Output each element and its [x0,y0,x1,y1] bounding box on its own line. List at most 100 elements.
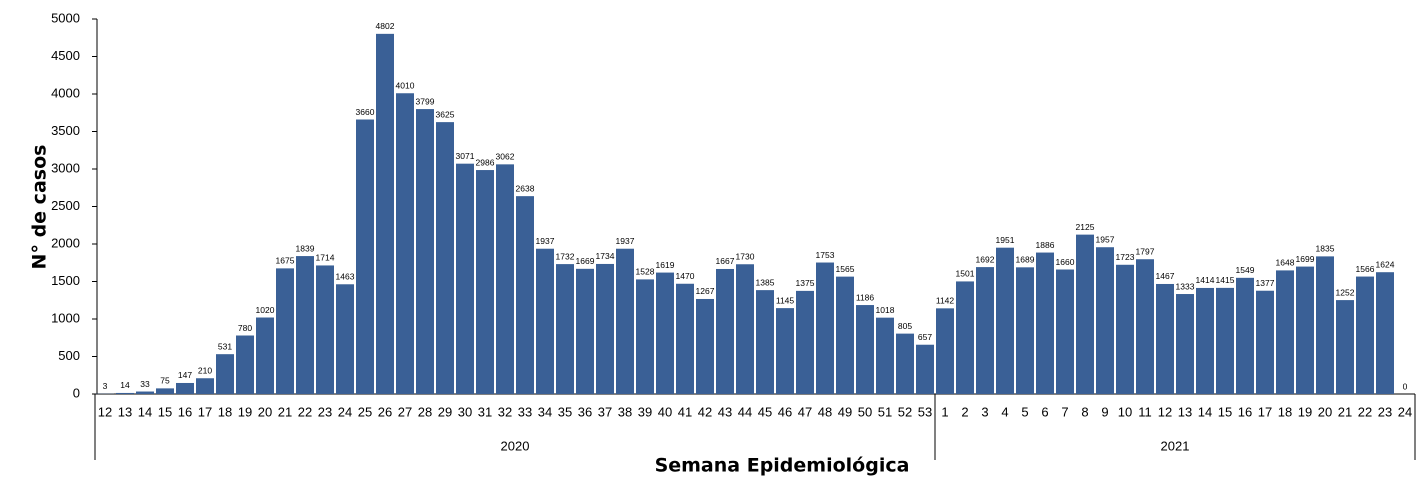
data-label: 1660 [1056,257,1075,267]
data-label: 3071 [456,151,475,161]
x-tick-label: 22 [298,404,312,419]
data-label: 14 [120,380,130,390]
data-label: 1723 [1116,252,1135,262]
x-tick-label: 23 [1378,404,1392,419]
data-label: 4010 [396,81,415,91]
x-tick-label: 32 [498,404,512,419]
data-label: 33 [140,379,150,389]
data-label: 1467 [1156,271,1175,281]
bar [516,196,534,394]
data-label: 1020 [256,305,275,315]
y-tick-label: 0 [73,385,80,400]
data-label: 2125 [1076,222,1095,232]
bar [976,267,994,394]
data-label: 805 [898,321,912,331]
bar [416,109,434,394]
bar [116,392,134,394]
x-tick-label: 16 [1238,404,1252,419]
x-tick-label: 47 [798,404,812,419]
bar [276,268,294,394]
bar [456,163,474,394]
y-axis-title: N° de casos [29,145,51,270]
data-label: 1669 [576,256,595,266]
x-tick-label: 40 [658,404,672,419]
data-label: 1415 [1216,275,1235,285]
y-tick-label: 3500 [51,123,80,138]
data-label: 1730 [736,252,755,262]
data-label: 3 [103,381,108,391]
bar [1076,234,1094,394]
data-label: 1753 [816,250,835,260]
x-tick-label: 23 [318,404,332,419]
data-label: 1689 [1016,255,1035,265]
data-label: 210 [198,366,212,376]
x-tick-label: 22 [1358,404,1372,419]
data-label: 1951 [996,235,1015,245]
bar [316,265,334,394]
bar [476,170,494,394]
bar [836,276,854,394]
data-label: 1835 [1316,244,1335,254]
data-label: 1528 [636,267,655,277]
bar [636,279,654,394]
x-tick-label: 50 [858,404,872,419]
bar [536,248,554,394]
x-tick-label: 53 [918,404,932,419]
bar [1116,264,1134,394]
x-tick-label: 20 [1318,404,1332,419]
x-tick-label: 10 [1118,404,1132,419]
x-tick-label: 16 [178,404,192,419]
data-label: 3799 [416,96,435,106]
bar [1176,294,1194,394]
x-tick-label: 15 [158,404,172,419]
data-label: 1667 [716,256,735,266]
data-label: 1385 [756,277,775,287]
data-label: 1375 [796,278,815,288]
bar [216,354,234,394]
x-tick-label: 5 [1021,404,1028,419]
bar [916,344,934,394]
data-label: 1252 [1336,287,1355,297]
x-tick-label: 27 [398,404,412,419]
bar [1236,277,1254,394]
bar [496,164,514,394]
bar [656,272,674,394]
bar [1356,276,1374,394]
bar [236,335,254,394]
x-tick-label: 44 [738,404,752,419]
x-tick-label: 12 [98,404,112,419]
y-tick-label: 4500 [51,48,80,63]
x-tick-label: 28 [418,404,432,419]
x-tick-label: 49 [838,404,852,419]
data-label: 4802 [376,21,395,31]
x-tick-label: 52 [898,404,912,419]
data-label: 1377 [1256,278,1275,288]
bar [1136,259,1154,394]
data-label: 3625 [436,109,455,119]
x-tick-label: 37 [598,404,612,419]
x-tick-label: 20 [258,404,272,419]
bar [1276,270,1294,394]
bar [1016,267,1034,394]
x-tick-label: 35 [558,404,572,419]
bar [136,391,154,394]
x-tick-label: 29 [438,404,452,419]
x-tick-label: 17 [1258,404,1272,419]
data-label: 1267 [696,286,715,296]
x-tick-label: 14 [138,404,152,419]
data-label: 1732 [556,251,575,261]
data-label: 1566 [1356,264,1375,274]
data-label: 1470 [676,271,695,281]
bar [156,388,174,394]
bar [696,298,714,394]
x-tick-label: 7 [1061,404,1068,419]
data-label: 1145 [776,295,795,305]
data-label: 1142 [936,296,955,306]
data-label: 1463 [336,272,355,282]
y-tick-label: 5000 [51,10,80,25]
bar [676,283,694,394]
bar [576,268,594,394]
bar [996,247,1014,394]
bar [196,378,214,394]
